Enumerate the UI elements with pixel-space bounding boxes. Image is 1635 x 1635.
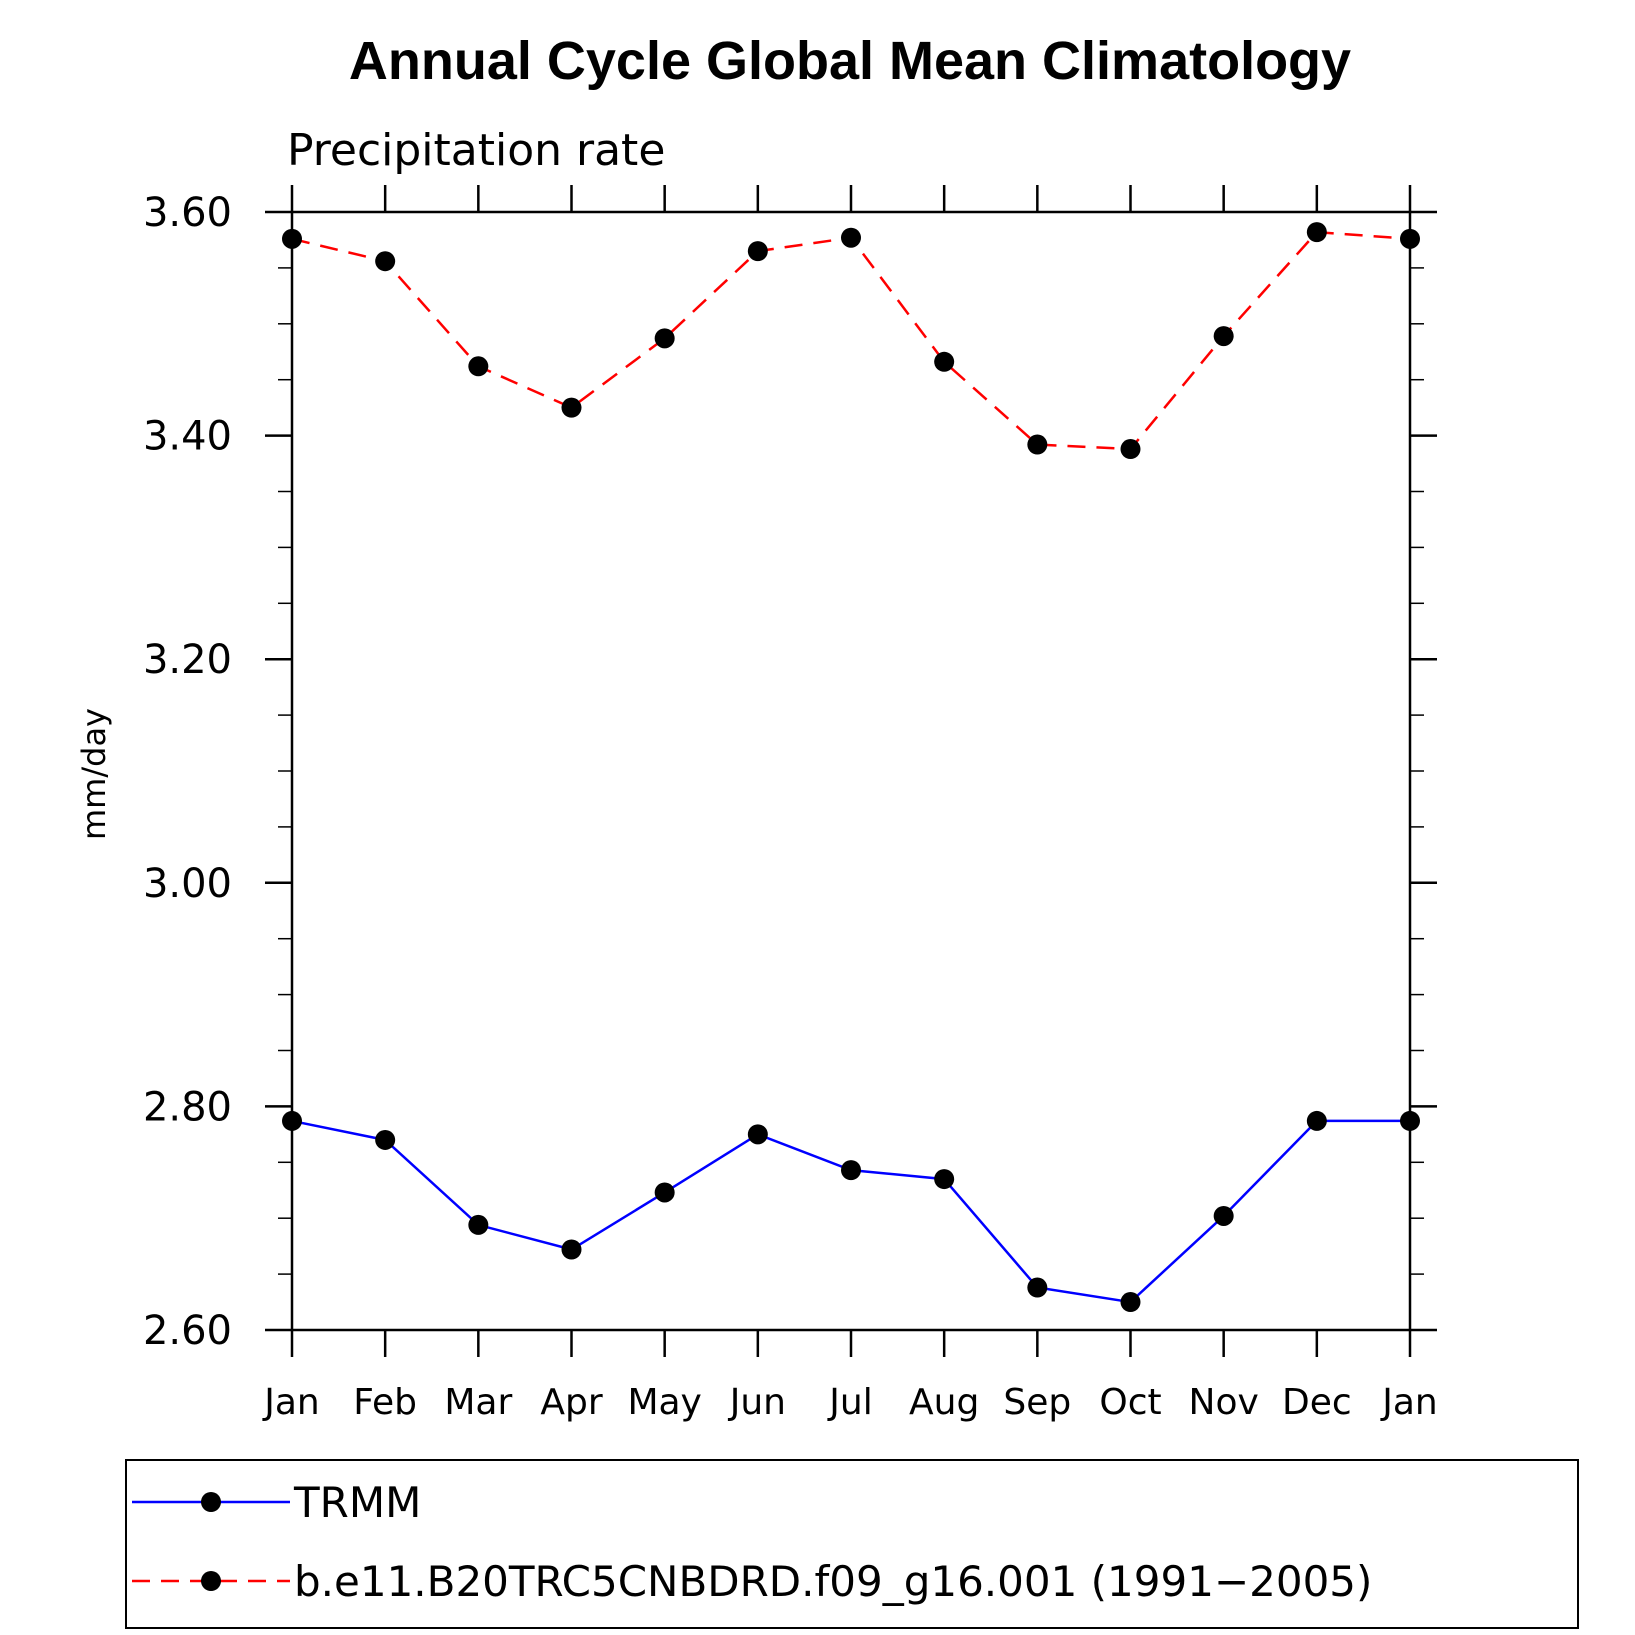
data-point xyxy=(561,397,582,418)
data-point xyxy=(468,1214,489,1235)
x-tick-label: Nov xyxy=(1189,1382,1259,1423)
legend-label: TRMM xyxy=(293,1478,421,1527)
x-tick-label: Jul xyxy=(827,1382,872,1423)
legend-marker xyxy=(201,1571,221,1591)
data-point xyxy=(1027,434,1048,455)
data-point xyxy=(1213,1205,1234,1226)
x-tick-label: May xyxy=(627,1382,701,1423)
series-lines xyxy=(282,222,1420,1313)
data-point xyxy=(375,1129,396,1150)
y-tick-label: 3.60 xyxy=(143,190,232,236)
data-point xyxy=(561,1239,582,1260)
y-tick-label: 3.40 xyxy=(143,414,232,460)
legend: TRMM b.e11.B20TRC5CNBDRD.f09_g16.001 (199… xyxy=(125,1459,1579,1629)
series-2 xyxy=(282,222,1420,460)
data-point xyxy=(654,328,675,349)
data-point xyxy=(934,1169,955,1190)
data-point xyxy=(1120,439,1141,460)
x-tick-label: Aug xyxy=(909,1382,979,1423)
plot-axes: Jan Feb Mar Apr May Jun Jul Aug Sep Oct Nov Dec Jan 2… xyxy=(143,185,1438,1423)
data-point xyxy=(1213,326,1234,347)
data-point xyxy=(841,1160,861,1181)
x-tick-label: Feb xyxy=(353,1382,417,1423)
data-point xyxy=(282,228,302,249)
x-tick-label: Dec xyxy=(1282,1382,1352,1423)
legend-marker xyxy=(201,1492,221,1512)
x-tick-label: Apr xyxy=(540,1382,602,1423)
series-1 xyxy=(282,1110,1420,1313)
y-axis-label: mm/day xyxy=(75,708,113,840)
data-point xyxy=(1400,1110,1420,1131)
y-tick-label: 3.20 xyxy=(143,637,232,683)
data-point xyxy=(1400,228,1420,249)
x-tick-label: Sep xyxy=(1003,1382,1071,1423)
series-line xyxy=(291,1119,1410,1304)
legend-box xyxy=(125,1459,1579,1629)
data-point xyxy=(1120,1292,1141,1313)
data-point xyxy=(747,1124,768,1145)
data-point xyxy=(1027,1277,1048,1298)
data-point xyxy=(1306,1110,1327,1131)
data-point xyxy=(654,1182,675,1203)
x-tick-label: Jun xyxy=(728,1382,786,1423)
x-tick-label: Jan xyxy=(262,1382,320,1423)
data-point xyxy=(841,227,861,248)
y-tick-label: 3.00 xyxy=(143,861,232,907)
data-point xyxy=(468,356,489,377)
legend-label: b.e11.B20TRC5CNBDRD.f09_g16.001 (1991−20… xyxy=(294,1557,1372,1606)
data-point xyxy=(375,251,396,272)
y-tick-label: 2.60 xyxy=(143,1308,232,1354)
series-line xyxy=(291,230,1411,451)
y-tick-label: 2.80 xyxy=(143,1084,232,1130)
x-tick-label: Jan xyxy=(1380,1382,1438,1423)
data-point xyxy=(934,351,955,372)
chart-subtitle: Precipitation rate xyxy=(287,125,665,176)
data-point xyxy=(747,241,768,262)
x-tick-label: Oct xyxy=(1099,1382,1161,1423)
data-point xyxy=(282,1110,302,1131)
x-tick-label: Mar xyxy=(444,1382,512,1423)
chart-title: Annual Cycle Global Mean Climatology xyxy=(349,31,1351,91)
data-point xyxy=(1306,222,1327,243)
